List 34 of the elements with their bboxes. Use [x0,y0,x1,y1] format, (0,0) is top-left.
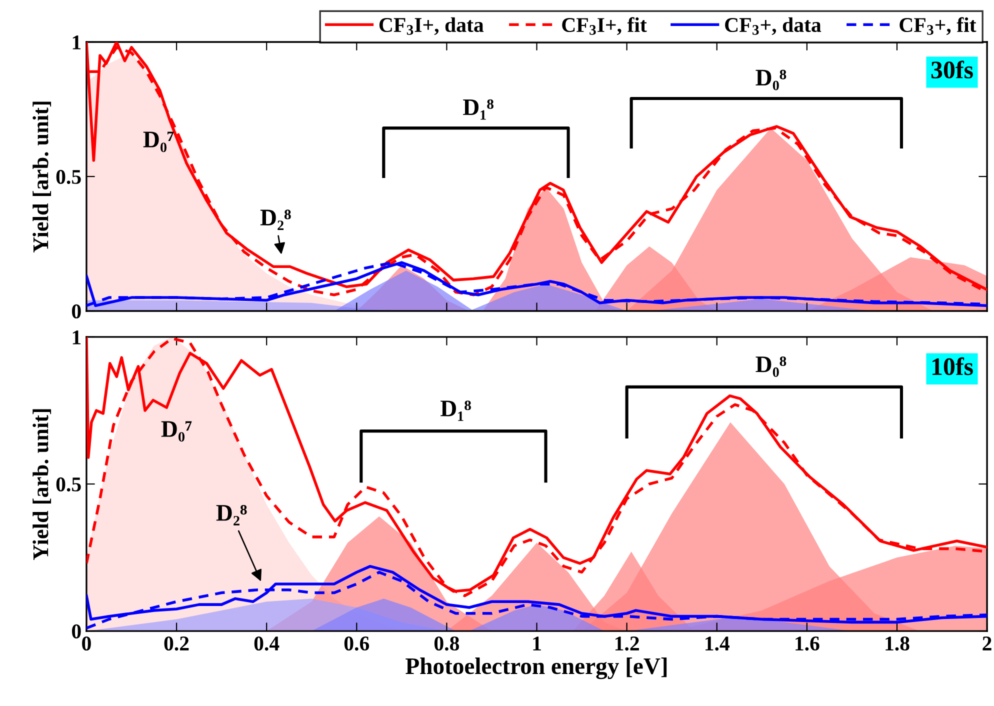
y-tick-label: 1 [72,330,81,344]
legend-label: CF$_{3}$+, data [725,17,822,36]
y-tick-label: 0.5 [56,477,81,492]
x-tick-label: 0.2 [164,636,189,651]
x-tick-label: 0 [82,636,91,651]
y-axis-title: Yield [arb. unit] [32,409,52,560]
annotation: D₀⁸ [756,70,786,90]
x-tick-label: 1.6 [796,636,820,651]
x-tick-label: 1.2 [615,636,639,651]
annotation: D₂⁸ [216,505,247,526]
x-tick-label: 0.8 [434,636,460,651]
annotation: D₁⁸ [463,99,494,120]
annotation: 30fs [931,60,973,78]
annotation: D₀⁸ [756,356,786,377]
x-tick-label: 1.8 [886,636,910,651]
legend-label: CF$_{3}$+, fit [900,17,976,36]
legend-label: CF$_{3}$I+, fit [562,17,647,36]
x-tick-label: 2 [982,636,992,650]
x-tick-label: 1.4 [706,636,730,651]
annotation: D₂⁸ [260,210,291,230]
y-tick-label: 0 [72,624,81,638]
y-axis-title: Yield [arb. unit] [32,102,52,253]
x-tick-label: 0.4 [254,636,280,651]
y-tick-label: 1 [72,35,81,50]
y-tick-label: 0.5 [56,170,81,184]
annotation: 10fs [932,357,973,376]
annotation: D₁⁸ [440,400,471,421]
annotation: D₀⁷ [143,132,174,152]
x-tick-label: 1 [533,636,541,650]
x-axis-title: Photoelectron energy [eV] [406,658,667,680]
y-tick-label: 0 [72,304,81,318]
x-tick-label: 0.6 [344,636,370,651]
legend-label: CF$_{3}$I+, data [379,17,484,36]
annotation: D₀⁷ [161,421,192,442]
